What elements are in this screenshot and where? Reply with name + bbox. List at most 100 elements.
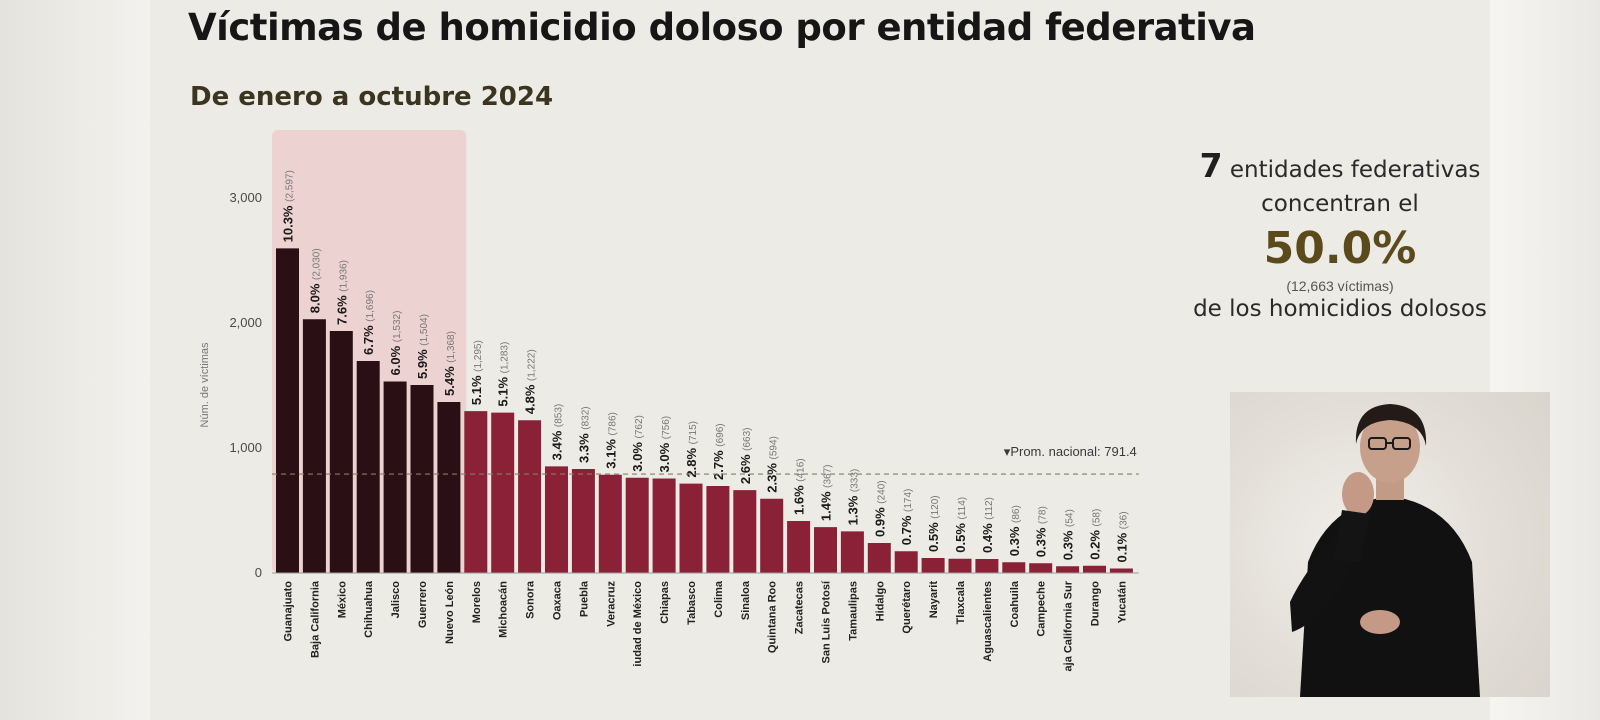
bar-percent-label: 3.1%	[603, 436, 618, 469]
category-label: Veracruz	[605, 581, 617, 627]
bar-value-label: 0.3% (78)	[1034, 506, 1049, 557]
interpreter-face	[1360, 411, 1420, 483]
interpreter-hair	[1355, 404, 1427, 446]
bar	[437, 402, 461, 573]
bar-percent-label: 1.3%	[845, 492, 860, 525]
bar-percent-label: 5.4%	[442, 363, 457, 396]
category-label: Morelos	[471, 581, 483, 623]
bar-percent-label: 0.4%	[980, 520, 995, 553]
bar-value-label: 3.1% (786)	[603, 412, 618, 469]
bar-percent-label: 0.1%	[1114, 529, 1129, 562]
y-tick-label: 0	[255, 565, 262, 580]
bar-count-label: (78)	[1038, 506, 1049, 524]
interpreter-forearm	[1334, 510, 1370, 562]
bar	[652, 478, 676, 573]
bar-percent-label: 0.5%	[926, 519, 941, 552]
y-tick-label: 1,000	[229, 440, 262, 455]
category-label: Guerrero	[417, 581, 429, 628]
category-label: Chihuahua	[363, 580, 375, 638]
bar-value-label: 3.0% (762)	[630, 415, 645, 472]
bar-count-label: (174)	[903, 489, 914, 512]
bar-value-label: 2.3% (594)	[765, 436, 780, 493]
bar-count-label: (1,295)	[473, 340, 484, 372]
bar-percent-label: 1.4%	[819, 488, 834, 521]
bar-percent-label: 1.6%	[792, 482, 807, 515]
bar-count-label: (240)	[876, 480, 887, 503]
bar-count-label: (120)	[930, 495, 941, 518]
bar	[1083, 565, 1106, 573]
bar-count-label: (594)	[769, 436, 780, 459]
callout-line-1: 7 entidades federativas	[1160, 146, 1520, 185]
bar-count-label: (114)	[957, 497, 968, 520]
bar-value-label: 6.0% (1,532)	[388, 311, 403, 376]
bar	[1029, 563, 1053, 573]
bar-percent-label: 6.7%	[361, 322, 376, 355]
bar-count-label: (756)	[661, 416, 672, 439]
interpreter-hand	[1342, 472, 1374, 516]
bar-count-label: (1,222)	[527, 349, 538, 381]
bar	[787, 521, 811, 573]
bar-percent-label: 0.5%	[953, 520, 968, 553]
bar-count-label: (832)	[580, 406, 591, 429]
bar-percent-label: 2.7%	[711, 447, 726, 480]
bar	[625, 477, 649, 573]
bar-value-label: 6.7% (1,696)	[361, 290, 376, 355]
category-label: Sinaloa	[740, 580, 752, 620]
bar-count-label: (1,532)	[392, 311, 403, 343]
chart-title: Víctimas de homicidio doloso por entidad…	[188, 6, 1256, 49]
bar	[276, 248, 299, 573]
bar-count-label: (58)	[1092, 509, 1103, 527]
bar-count-label: (696)	[715, 423, 726, 446]
bar-value-label: 1.3% (333)	[845, 469, 860, 526]
average-label: ▾Prom. nacional: 791.4	[1004, 444, 1137, 459]
bar-count-label: (333)	[849, 469, 860, 492]
category-label: Zacatecas	[794, 581, 806, 634]
bar-count-label: (786)	[607, 412, 618, 435]
bar-count-label: (2,597)	[285, 170, 296, 202]
bar-value-label: 0.5% (120)	[926, 495, 941, 552]
callout-line-2: concentran el	[1261, 191, 1419, 217]
bar-count-label: (1,696)	[365, 290, 376, 322]
bar-chart: Núm. de víctimas 0 1,000 2,000 3,000 10.3% (2…	[199, 130, 1139, 671]
category-label: Jalisco	[390, 581, 402, 619]
bar	[706, 486, 730, 573]
bar	[491, 412, 515, 573]
bar-value-label: 0.3% (54)	[1061, 509, 1076, 560]
bar	[733, 490, 757, 573]
screen-bezel-left	[0, 0, 150, 720]
bar	[571, 469, 595, 573]
bar-percent-label: 3.3%	[576, 430, 591, 463]
category-label: Puebla	[578, 580, 590, 617]
bar-percent-label: 3.0%	[657, 439, 672, 472]
callout-number: 7	[1199, 146, 1223, 185]
category-label: Tabasco	[686, 581, 698, 625]
bar-percent-label: 0.3%	[1061, 527, 1076, 560]
callout-percentage: 50.0%	[1263, 223, 1417, 274]
bar-percent-label: 0.9%	[872, 504, 887, 537]
bar-percent-label: 4.8%	[523, 381, 538, 414]
category-label: Michoacán	[498, 581, 510, 638]
bar-count-label: (367)	[823, 465, 834, 488]
bar-percent-label: 6.0%	[388, 342, 403, 375]
bar-percent-label: 8.0%	[307, 280, 322, 313]
bar-value-label: 2.8% (715)	[684, 421, 699, 478]
bar-value-label: 8.0% (2,030)	[307, 248, 322, 313]
bar	[1056, 566, 1080, 573]
category-label: Hidalgo	[874, 581, 886, 622]
bar-count-label: (715)	[688, 421, 699, 444]
bar-percent-label: 7.6%	[334, 292, 349, 325]
category-label: iudad de México	[632, 581, 644, 667]
bar	[840, 531, 864, 573]
bar-value-label: 10.3% (2,597)	[281, 170, 296, 242]
category-label: Guanajuato	[283, 581, 295, 642]
category-label: Aguascalientes	[982, 581, 994, 662]
callout-entities-text: entidades federativas	[1229, 157, 1481, 183]
bar-value-label: 5.1% (1,295)	[469, 340, 484, 405]
bar-value-label: 3.0% (756)	[657, 416, 672, 473]
category-label: México	[336, 581, 348, 619]
bar-value-label: 2.6% (663)	[738, 428, 753, 485]
bar-percent-label: 5.9%	[415, 346, 430, 379]
bar-percent-label: 0.3%	[1034, 524, 1049, 557]
bar-percent-label: 10.3%	[281, 202, 296, 242]
bar-percent-label: 3.0%	[630, 439, 645, 472]
